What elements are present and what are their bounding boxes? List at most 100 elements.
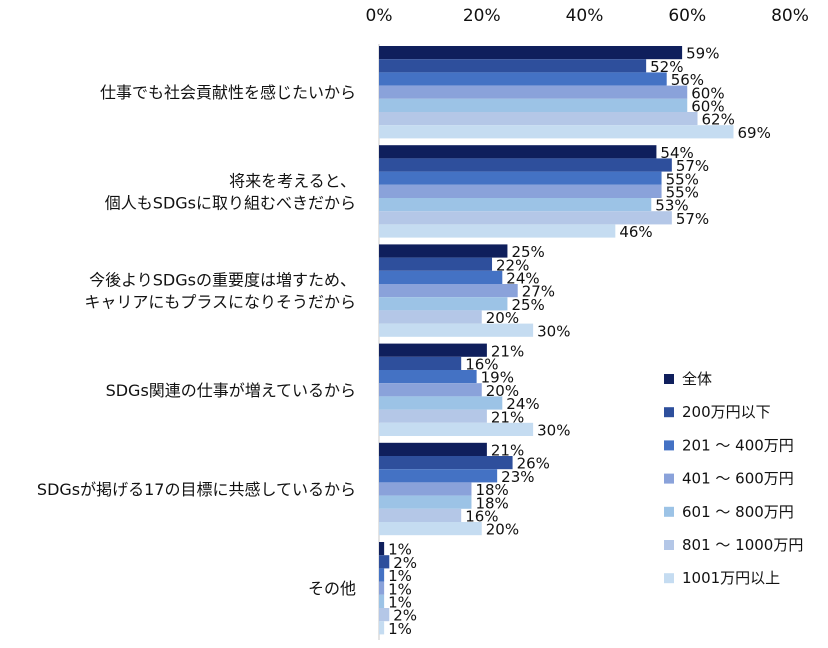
category-label: 今後よりSDGsの重要度は増すため、 bbox=[89, 271, 356, 290]
bar bbox=[379, 284, 518, 298]
data-label: 54% bbox=[660, 144, 693, 162]
category-label: 将来を考えると、 bbox=[229, 171, 356, 190]
x-tick-label: 20% bbox=[463, 6, 501, 26]
data-label: 59% bbox=[686, 45, 719, 63]
data-label: 18% bbox=[475, 481, 508, 499]
data-label: 21% bbox=[491, 342, 524, 360]
category-label: 仕事でも社会貢献性を感じたいから bbox=[100, 83, 356, 102]
bar bbox=[379, 85, 688, 99]
bar bbox=[379, 46, 683, 60]
data-label: 16% bbox=[465, 356, 498, 374]
bar bbox=[379, 422, 534, 436]
data-label: 24% bbox=[506, 395, 539, 413]
data-label: 25% bbox=[511, 243, 544, 261]
legend-swatch bbox=[664, 473, 674, 484]
bar bbox=[379, 522, 482, 536]
bar bbox=[379, 469, 498, 483]
data-label: 24% bbox=[506, 270, 539, 288]
legend-swatch bbox=[664, 374, 674, 384]
bar bbox=[379, 482, 472, 496]
legend-label: 801 ～ 1000万円 bbox=[682, 536, 803, 554]
data-label: 26% bbox=[517, 455, 550, 473]
bar bbox=[379, 72, 667, 86]
bar bbox=[379, 581, 385, 595]
bar bbox=[379, 112, 698, 126]
data-label: 62% bbox=[702, 111, 735, 129]
bar bbox=[379, 125, 734, 139]
legend-swatch bbox=[664, 440, 674, 451]
data-label: 1% bbox=[388, 620, 412, 638]
category-label: キャリアにもプラスになりそうだから bbox=[84, 293, 356, 312]
data-label: 60% bbox=[691, 98, 724, 116]
bar bbox=[379, 323, 534, 337]
bar bbox=[379, 555, 390, 569]
data-label: 21% bbox=[491, 442, 524, 460]
legend-label: 全体 bbox=[682, 370, 712, 388]
bar bbox=[379, 356, 462, 370]
data-label: 46% bbox=[619, 223, 652, 241]
bar bbox=[379, 568, 385, 582]
data-label: 55% bbox=[666, 184, 699, 202]
bar bbox=[379, 621, 385, 635]
data-label: 20% bbox=[486, 521, 519, 539]
x-tick-label: 40% bbox=[566, 6, 604, 26]
data-label: 69% bbox=[737, 124, 770, 142]
data-label: 1% bbox=[388, 541, 412, 559]
bar bbox=[379, 257, 493, 271]
data-label: 53% bbox=[655, 197, 688, 215]
bar bbox=[379, 495, 472, 509]
data-label: 52% bbox=[650, 58, 683, 76]
legend-swatch bbox=[664, 506, 674, 517]
data-label: 23% bbox=[501, 468, 534, 486]
data-label: 57% bbox=[676, 210, 709, 228]
legend-swatch bbox=[664, 407, 674, 418]
data-label: 60% bbox=[691, 84, 724, 102]
legend-label: 200万円以下 bbox=[682, 403, 771, 421]
data-label: 56% bbox=[671, 71, 704, 89]
data-label: 27% bbox=[522, 283, 555, 301]
bar bbox=[379, 198, 652, 212]
bar bbox=[379, 184, 662, 198]
x-tick-label: 80% bbox=[771, 6, 809, 26]
data-label: 2% bbox=[393, 554, 417, 572]
data-label: 21% bbox=[491, 408, 524, 426]
bar bbox=[379, 442, 487, 456]
data-label: 55% bbox=[666, 170, 699, 188]
bar bbox=[379, 370, 477, 384]
data-label: 30% bbox=[537, 422, 570, 440]
legend-label: 601 ～ 800万円 bbox=[682, 503, 794, 521]
legend-swatch bbox=[664, 573, 674, 584]
bar bbox=[379, 508, 462, 522]
bar bbox=[379, 171, 662, 185]
bar bbox=[379, 343, 487, 357]
data-label: 25% bbox=[511, 296, 544, 314]
data-label: 1% bbox=[388, 580, 412, 598]
x-tick-label: 60% bbox=[668, 6, 706, 26]
bar bbox=[379, 211, 672, 225]
bar bbox=[379, 98, 688, 112]
bar bbox=[379, 59, 647, 73]
category-label: SDGsが掲げる17の目標に共感しているから bbox=[37, 480, 356, 499]
bar bbox=[379, 409, 487, 423]
data-label: 30% bbox=[537, 322, 570, 340]
legend-label: 1001万円以上 bbox=[682, 569, 780, 587]
data-label: 16% bbox=[465, 508, 498, 526]
data-label: 19% bbox=[481, 369, 514, 387]
data-label: 22% bbox=[496, 256, 529, 274]
legend-label: 401 ～ 600万円 bbox=[682, 470, 794, 488]
data-label: 2% bbox=[393, 607, 417, 625]
legend-label: 201 ～ 400万円 bbox=[682, 436, 794, 454]
data-label: 18% bbox=[475, 494, 508, 512]
bar bbox=[379, 396, 503, 410]
category-label: その他 bbox=[308, 579, 356, 598]
bar bbox=[379, 244, 508, 258]
data-label: 1% bbox=[388, 567, 412, 585]
legend-swatch bbox=[664, 540, 674, 550]
bar bbox=[379, 224, 616, 238]
data-label: 57% bbox=[676, 157, 709, 175]
data-label: 20% bbox=[486, 382, 519, 400]
x-tick-label: 0% bbox=[366, 6, 393, 26]
data-label: 1% bbox=[388, 594, 412, 612]
bar bbox=[379, 145, 657, 159]
